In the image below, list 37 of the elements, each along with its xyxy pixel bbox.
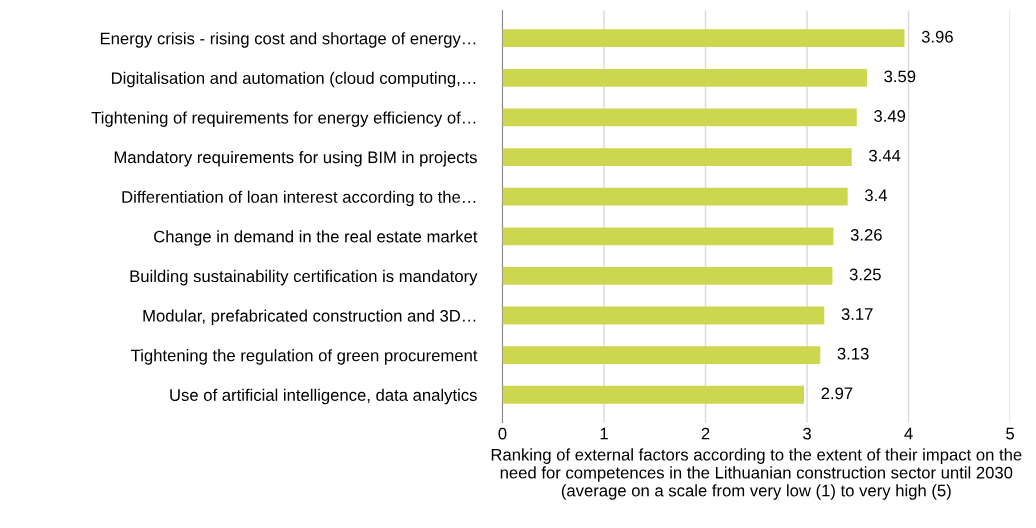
y-tick-label: Tightening the regulation of green procurement [131, 349, 478, 365]
x-tick-label: 4 [904, 427, 913, 440]
data-label: 3.96 [921, 30, 953, 43]
bar [502, 346, 821, 365]
data-label: 3.44 [869, 149, 901, 162]
x-tick-label: 1 [600, 427, 608, 440]
data-label: 3.17 [841, 308, 873, 320]
y-tick-label: Digitalisation and automation (cloud computing,… [111, 71, 476, 88]
data-label: 2.97 [821, 387, 853, 400]
data-label: 3.26 [850, 228, 882, 241]
y-tick-label: Differentiation of loan interest according to the… [122, 190, 476, 207]
bar [502, 187, 848, 206]
bar [502, 306, 825, 325]
data-label: 3.25 [849, 268, 881, 281]
bar [502, 108, 857, 127]
data-label: 3.4 [864, 189, 887, 202]
bar [502, 29, 905, 48]
x-tick-label: 0 [498, 427, 507, 440]
bar [502, 148, 852, 166]
y-tick-label: Change in demand in the real estate market [154, 230, 478, 246]
data-label: 3.49 [874, 110, 906, 122]
x-tick-label: 2 [701, 427, 710, 440]
y-tick-label: Energy crisis - rising cost and shortage of energy… [100, 32, 476, 48]
bar [502, 266, 833, 285]
data-label: 3.13 [837, 347, 869, 360]
y-tick-label: Building sustainability certification is mandatory [130, 269, 478, 286]
x-axis-title: Ranking of external factors according to the extent of their impact on the need for competences in the Lithuanian construction sector until 2030 (average on a scale from very low (1) to very high (5) [491, 448, 1022, 500]
y-tick-label: Modular, prefabricated construction and 3D… [143, 309, 476, 326]
data-label: 3.59 [884, 70, 916, 83]
y-tick-label: Use of artificial intelligence, data analytics [170, 388, 477, 405]
y-tick-label: Mandatory requirements for using BIM in projects [114, 151, 477, 167]
bar [502, 385, 804, 404]
bar [502, 227, 834, 246]
bar [502, 68, 867, 87]
y-tick-label: Tightening of requirements for energy efficiency of… [91, 111, 476, 127]
x-tick-label: 5 [1006, 427, 1015, 440]
x-tick-label: 3 [803, 427, 811, 440]
